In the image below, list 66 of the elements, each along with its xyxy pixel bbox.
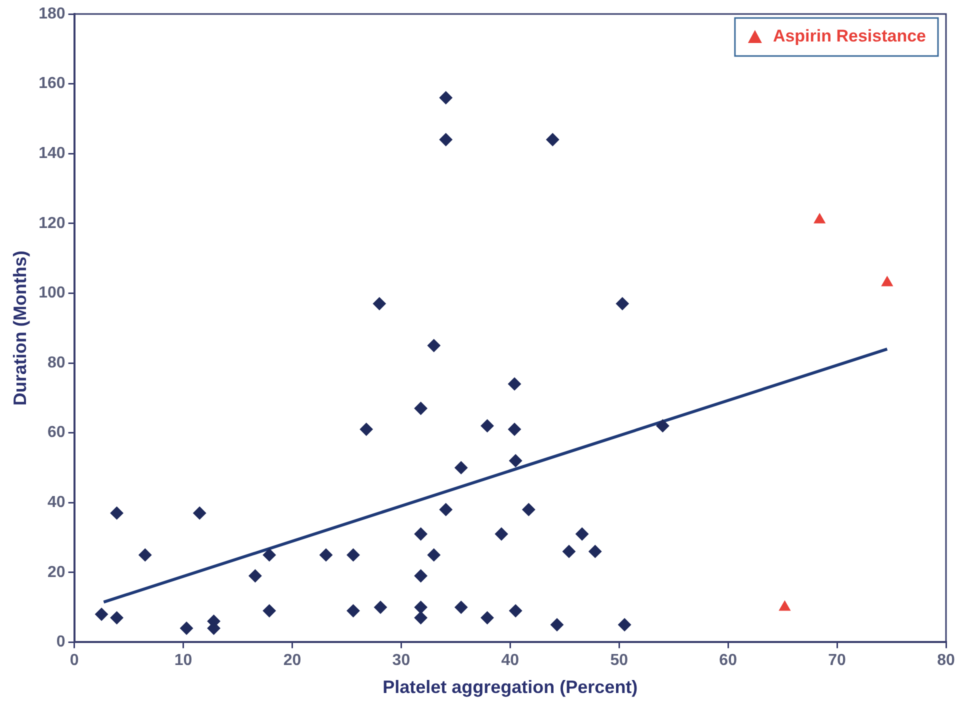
point	[576, 528, 589, 541]
point	[346, 548, 360, 562]
y-tick-label: 40	[48, 494, 66, 512]
point	[656, 419, 670, 432]
x-tick-label: 10	[174, 652, 192, 670]
point	[881, 276, 893, 286]
point	[110, 611, 124, 624]
point	[320, 548, 332, 562]
point	[550, 618, 564, 632]
point	[616, 297, 629, 310]
point	[262, 604, 276, 618]
point	[546, 133, 560, 146]
point	[262, 548, 276, 562]
y-tick-label: 160	[38, 75, 66, 92]
x-tick-label: 0	[70, 652, 79, 670]
point	[588, 544, 602, 558]
point	[414, 600, 428, 614]
point	[180, 622, 194, 635]
x-tick-label: 50	[610, 652, 628, 670]
point	[414, 402, 428, 415]
x-tick-label: 70	[828, 652, 846, 670]
x-tick-label: 40	[501, 652, 520, 670]
point	[427, 548, 440, 562]
point	[110, 506, 124, 520]
point	[427, 339, 440, 352]
point	[439, 503, 452, 516]
point	[439, 91, 452, 104]
point	[414, 611, 428, 624]
point	[454, 461, 468, 474]
point	[414, 528, 428, 541]
x-tick-label: 30	[392, 652, 410, 670]
y-tick-label: 0	[56, 634, 66, 651]
legend-label: Aspirin Resistance	[772, 26, 926, 46]
point	[509, 604, 522, 618]
x-tick-label: 20	[283, 652, 302, 670]
point	[480, 611, 494, 624]
point	[494, 528, 508, 541]
point	[346, 604, 360, 618]
y-tick-label: 60	[48, 424, 66, 442]
point	[248, 569, 262, 582]
point	[508, 377, 522, 390]
y-tick-label: 80	[48, 354, 66, 372]
point	[562, 544, 576, 558]
y-axis-title: Duration (Months)	[10, 250, 30, 406]
point	[360, 422, 373, 436]
point	[374, 600, 387, 614]
point	[480, 419, 494, 432]
y-tick-label: 20	[48, 564, 66, 581]
x-tick-label: 60	[719, 652, 738, 670]
point	[439, 133, 452, 146]
point	[372, 297, 386, 310]
y-tick-label: 120	[38, 214, 66, 232]
point	[509, 454, 522, 468]
y-tick-label: 100	[38, 284, 66, 302]
point	[193, 506, 206, 520]
point	[618, 618, 632, 632]
point	[454, 600, 468, 614]
y-tick-label: 140	[38, 145, 66, 162]
y-tick-label: 180	[38, 5, 66, 22]
point	[508, 422, 522, 436]
point	[138, 548, 152, 562]
x-axis-title: Platelet aggregation (Percent)	[382, 677, 638, 698]
point	[522, 503, 536, 516]
x-tick-label: 80	[937, 652, 955, 670]
point	[414, 569, 428, 582]
point	[95, 608, 108, 621]
